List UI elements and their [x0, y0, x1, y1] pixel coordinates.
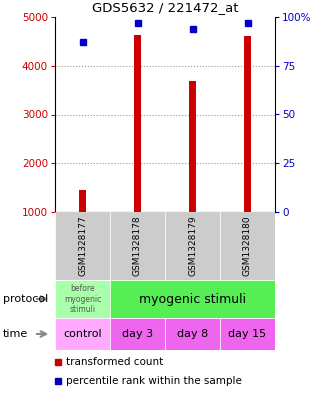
Text: GSM1328177: GSM1328177 [78, 216, 87, 276]
Text: protocol: protocol [3, 294, 48, 304]
Bar [110, 280, 275, 318]
Text: day 15: day 15 [228, 329, 267, 339]
Text: GSM1328180: GSM1328180 [243, 216, 252, 276]
Text: control: control [63, 329, 102, 339]
Text: transformed count: transformed count [66, 357, 163, 367]
Bar [165, 212, 220, 280]
Bar [55, 280, 110, 318]
Text: time: time [3, 329, 28, 339]
Bar [244, 35, 251, 212]
Bar [55, 318, 110, 350]
Title: GDS5632 / 221472_at: GDS5632 / 221472_at [92, 2, 238, 15]
Bar [165, 318, 220, 350]
Bar [189, 81, 196, 212]
Bar [110, 212, 165, 280]
Text: day 8: day 8 [177, 329, 208, 339]
Text: GSM1328178: GSM1328178 [133, 216, 142, 276]
Bar [134, 35, 141, 212]
Bar [220, 212, 275, 280]
Bar [220, 318, 275, 350]
Bar [110, 318, 165, 350]
Bar [79, 190, 86, 212]
Text: myogenic stimuli: myogenic stimuli [139, 292, 246, 305]
Bar [55, 212, 110, 280]
Text: before
myogenic
stimuli: before myogenic stimuli [64, 284, 101, 314]
Text: percentile rank within the sample: percentile rank within the sample [66, 376, 242, 386]
Text: GSM1328179: GSM1328179 [188, 216, 197, 276]
Text: day 3: day 3 [122, 329, 153, 339]
